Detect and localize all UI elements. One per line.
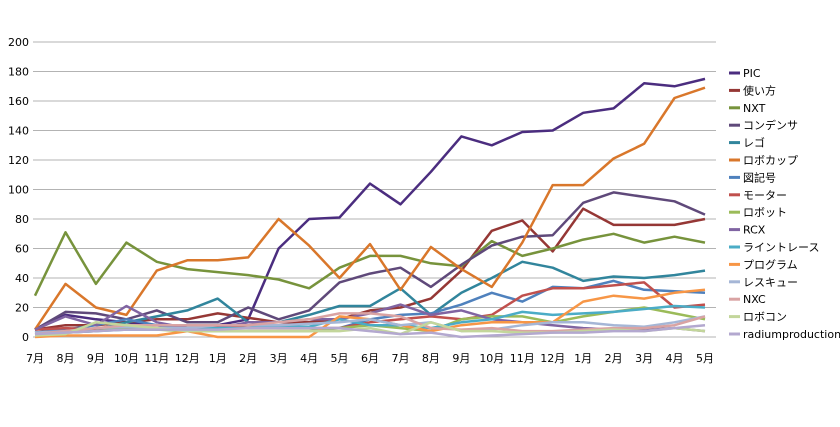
x-tick-label: 6月 <box>361 352 379 365</box>
series-line-13 <box>34 312 706 336</box>
x-tick-label: 1月 <box>209 352 227 365</box>
x-tick-label: 3月 <box>270 352 288 365</box>
y-tick-label: 20 <box>15 302 29 315</box>
x-axis-ticks: 7月 8月 9月 10月 11月 12月 1月 2月 3月 4月 5月 6月 7月 8月 9月 10月 11月 1… <box>26 352 714 365</box>
legend-label: RCX <box>743 224 766 237</box>
x-tick-label: 2月 <box>605 352 623 365</box>
series-line-15 <box>34 323 706 339</box>
series-line-4 <box>34 260 706 334</box>
x-tick-label: 7月 <box>26 352 44 365</box>
series-line-1 <box>34 207 706 331</box>
x-tick-label: 5月 <box>696 352 714 365</box>
y-tick-label: 80 <box>15 213 29 226</box>
y-tick-label: 180 <box>8 66 29 79</box>
legend-label: プログラム <box>743 257 798 271</box>
y-tick-label: 100 <box>8 184 29 197</box>
x-tick-label: 5月 <box>331 352 349 365</box>
x-tick-label: 11月 <box>144 352 169 365</box>
legend-label: 図記号 <box>743 170 776 184</box>
x-tick-label: 3月 <box>635 352 653 365</box>
legend-label: radiumproduction <box>743 328 840 341</box>
x-tick-label: 7月 <box>391 352 409 365</box>
legend-label: コンデンサ <box>743 118 798 132</box>
x-tick-label: 10月 <box>114 352 139 365</box>
y-tick-label: 140 <box>8 125 29 138</box>
x-tick-label: 12月 <box>540 352 565 365</box>
legend-label: レスキュー <box>743 276 798 289</box>
series-line-0 <box>34 77 706 331</box>
gridlines <box>33 41 716 338</box>
y-tick-label: 0 <box>22 331 29 344</box>
series-lines <box>33 77 706 339</box>
x-tick-label: 4月 <box>666 352 684 365</box>
legend-label: ロボコン <box>743 311 787 324</box>
series-line-14 <box>34 321 706 337</box>
x-tick-label: 9月 <box>452 352 470 365</box>
series-line-3 <box>34 191 706 331</box>
x-tick-label: 1月 <box>574 352 592 365</box>
legend-label: ロボカップ <box>743 154 798 167</box>
legend-label: NXT <box>743 102 766 115</box>
x-tick-label: 9月 <box>87 352 105 365</box>
legend-label: ロボット <box>743 206 787 219</box>
x-tick-label: 10月 <box>479 352 504 365</box>
x-tick-label: 12月 <box>175 352 200 365</box>
y-tick-label: 60 <box>15 243 29 256</box>
x-tick-label: 8月 <box>56 352 74 365</box>
legend-label: モーター <box>743 189 787 202</box>
legend-label: ライントレース <box>743 241 819 254</box>
legend-label: 使い方 <box>743 83 776 97</box>
y-tick-label: 120 <box>8 154 29 167</box>
x-tick-label: 2月 <box>239 352 257 365</box>
x-tick-label: 4月 <box>300 352 318 365</box>
y-tick-label: 200 <box>8 36 29 49</box>
series-line-5 <box>33 86 706 331</box>
legend-label: NXC <box>743 293 766 306</box>
x-tick-label: 8月 <box>422 352 440 365</box>
y-axis-ticks: 0 20 40 60 80 100 120 140 160 180 200 <box>8 36 29 344</box>
x-tick-label: 11月 <box>510 352 535 365</box>
y-tick-label: 40 <box>15 272 29 285</box>
y-tick-label: 160 <box>8 95 29 108</box>
legend-label: PIC <box>743 67 761 80</box>
series-line-2 <box>33 231 706 297</box>
legend-label: レゴ <box>743 136 765 150</box>
